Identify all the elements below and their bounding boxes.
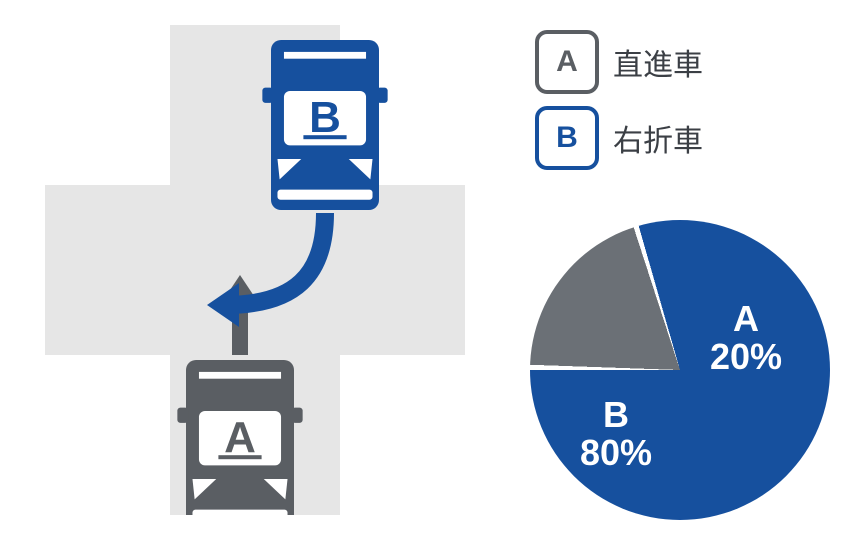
pie-chart: A 20% B 80% [530, 220, 830, 520]
legend-text-b: 右折車 [613, 116, 703, 160]
legend-row-a: A 直進車 [535, 30, 703, 94]
pie-label-a: A 20% [696, 300, 796, 376]
svg-text:B: B [309, 93, 341, 142]
legend: A 直進車 B 右折車 [535, 30, 703, 182]
intersection-diagram: AB [45, 25, 465, 515]
svg-text:A: A [224, 413, 256, 462]
car-a-icon: A [177, 360, 302, 515]
legend-row-b: B 右折車 [535, 106, 703, 170]
pie-label-b: B 80% [566, 396, 666, 472]
legend-badge-b: B [535, 106, 599, 170]
legend-badge-a: A [535, 30, 599, 94]
legend-badge-a-text: A [556, 45, 578, 79]
legend-text-a: 直進車 [613, 40, 703, 84]
pie-label-b-key: B [566, 396, 666, 434]
stage: AB A 直進車 B 右折車 A 20% B 80% [0, 0, 852, 540]
legend-badge-b-text: B [556, 121, 578, 155]
car-b-icon: B [262, 40, 387, 210]
pie-label-b-pct: 80% [566, 434, 666, 472]
pie-label-a-pct: 20% [696, 338, 796, 376]
pie-label-a-key: A [696, 300, 796, 338]
